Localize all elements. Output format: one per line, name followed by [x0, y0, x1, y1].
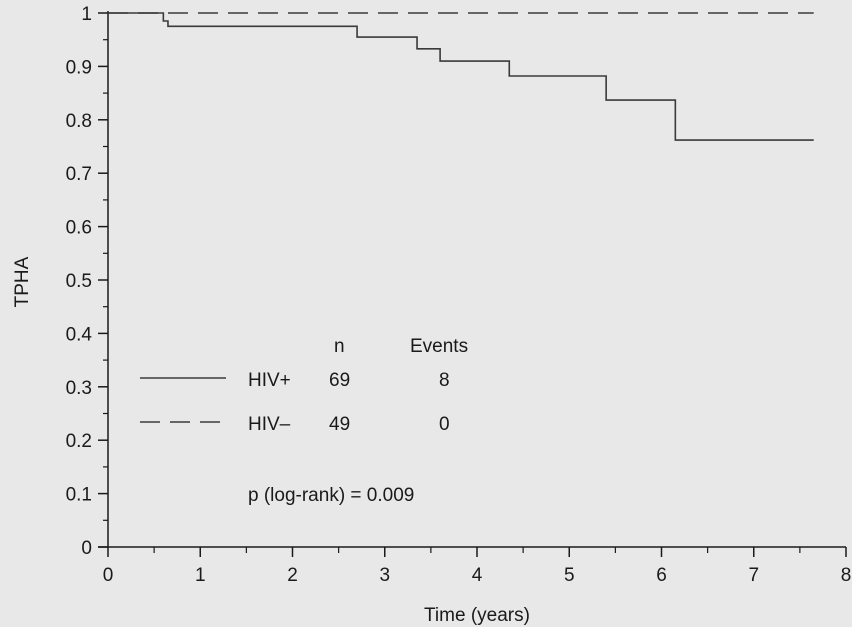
y-tick-label: 0.1 — [66, 485, 92, 506]
x-tick-label: 5 — [564, 565, 575, 586]
x-tick-label: 1 — [195, 565, 206, 586]
x-tick-label: 7 — [748, 565, 759, 586]
x-tick-label: 2 — [287, 565, 298, 586]
x-ticks: 0 1 2 3 4 5 6 7 8 — [103, 547, 852, 586]
y-tick-label: 0.3 — [66, 378, 92, 399]
legend-events-hiv-neg: 0 — [439, 414, 450, 435]
y-tick-label: 0.6 — [66, 218, 92, 239]
y-tick-label: 0.5 — [66, 271, 92, 292]
x-tick-label: 6 — [656, 565, 667, 586]
y-tick-label: 1 — [81, 4, 92, 25]
x-axis-title: Time (years) — [424, 605, 530, 626]
y-tick-label: 0 — [81, 538, 92, 559]
x-tick-label: 4 — [472, 565, 483, 586]
legend-events-hiv-pos: 8 — [439, 370, 450, 391]
y-tick-label: 0.9 — [66, 57, 92, 78]
series-line-hiv-pos — [108, 12, 814, 141]
y-axis-title: TPHA — [12, 256, 33, 307]
y-tick-label: 0.2 — [66, 431, 92, 452]
p-value-annotation: p (log-rank) = 0.009 — [248, 485, 414, 506]
y-tick-label: 0.7 — [66, 164, 92, 185]
legend-n-hiv-neg: 49 — [329, 414, 350, 435]
legend-label-hiv-pos: HIV+ — [248, 370, 291, 391]
y-ticks: 0 0.1 0.2 0.3 0.4 0.5 0.6 0.7 0.8 0.9 1 — [66, 4, 108, 559]
x-tick-label: 0 — [103, 565, 114, 586]
axes — [98, 11, 846, 548]
y-tick-label: 0.4 — [66, 324, 93, 345]
legend-header-n: n — [334, 336, 345, 357]
series-layer — [108, 12, 814, 141]
legend-label-hiv-neg: HIV– — [248, 414, 291, 435]
legend-n-hiv-pos: 69 — [329, 370, 350, 391]
x-tick-label: 3 — [379, 565, 390, 586]
legend-header-events: Events — [410, 336, 468, 357]
legend: n Events HIV+ 69 8 HIV– 49 0 p (log-rank… — [140, 336, 468, 506]
y-tick-label: 0.8 — [66, 111, 92, 132]
x-tick-label: 8 — [841, 565, 852, 586]
